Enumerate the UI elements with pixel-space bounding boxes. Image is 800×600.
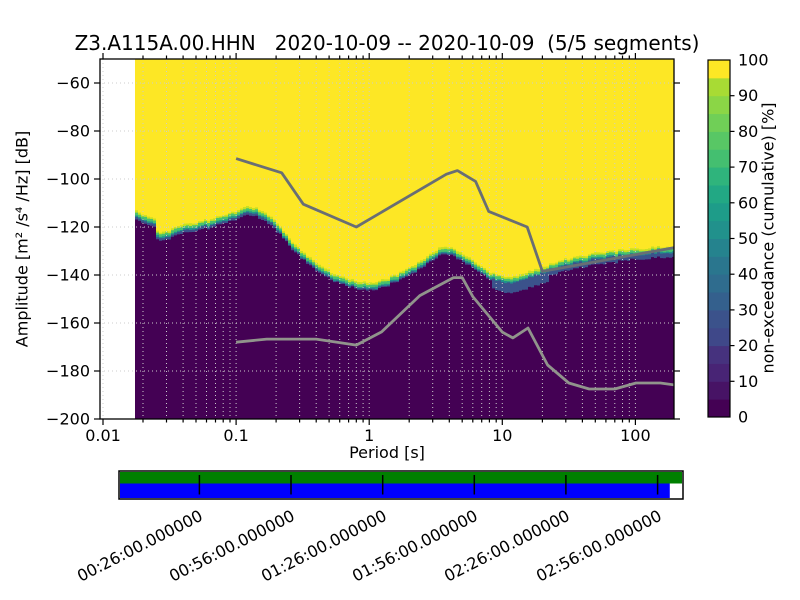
axes-frame: 0.01 0.1 1 10 100 −60 −80 −100 −120 −140 −160 −180 −…	[46, 53, 680, 445]
timeline-border	[118, 470, 684, 500]
colorbar-segment	[708, 167, 730, 186]
colorbar-segment	[708, 149, 730, 168]
colorbar-segment	[708, 274, 730, 293]
colorbar-tick-label: 90	[738, 86, 758, 105]
field-0pct	[135, 214, 674, 419]
colorbar-segment	[708, 113, 730, 132]
colorbar-tick-label: 10	[738, 372, 758, 391]
y-tick-label: −200	[46, 410, 90, 429]
colorbar-segment	[708, 95, 730, 115]
colorbar-segment	[708, 131, 730, 150]
y-tick-label: −120	[46, 218, 90, 237]
colorbar-tick-label: 60	[738, 193, 758, 212]
y-tick-label: −80	[56, 122, 90, 141]
colorbar-segment	[708, 309, 730, 329]
x-tick-label: 0.01	[85, 426, 121, 445]
colorbar-tick-label: 40	[738, 265, 758, 284]
nhnm-curve	[235, 157, 674, 273]
plot-border	[99, 58, 675, 420]
y-tick-label: −100	[46, 170, 90, 189]
x-tick-label: 0.1	[223, 426, 248, 445]
colorbar-segment	[708, 256, 730, 275]
colorbar-label: non-exceedance (cumulative) [%]	[758, 102, 778, 374]
colorbar-segment	[708, 363, 730, 382]
colorbar-tick-label: 0	[738, 408, 748, 427]
colorbar: 0 10 20 30 40 50 60 70 80 90 100	[707, 51, 769, 427]
colorbar-tick-label: 80	[738, 122, 758, 141]
x-axis-label: Period [s]	[349, 443, 425, 462]
colorbar-segment	[708, 184, 730, 204]
colorbar-segment	[708, 60, 730, 79]
y-tick-label: −140	[46, 266, 90, 285]
heatmap-field	[134, 59, 674, 419]
timeline-row-coverage	[120, 483, 670, 498]
grid-lines	[100, 59, 674, 419]
colorbar-segment	[708, 399, 730, 418]
y-axis-label: Amplitude [m² /s⁴ /Hz] [dB]	[12, 130, 32, 348]
x-tick-label: 1	[364, 426, 374, 445]
colorbar-segment	[708, 238, 730, 257]
plot-title: Z3.A115A.00.HHN 2020-10-09 -- 2020-10-09…	[74, 31, 700, 55]
colorbar-segment	[708, 292, 730, 311]
colorbar-segment	[708, 345, 730, 364]
timeline-bar	[118, 470, 684, 500]
colorbar-segment	[708, 327, 730, 347]
x-tick-label: 10	[492, 426, 512, 445]
colorbar-segment	[708, 220, 730, 239]
x-tick-label: 100	[620, 426, 651, 445]
colorbar-tick-label: 50	[738, 229, 758, 248]
y-tick-label: −180	[46, 362, 90, 381]
timeline-row-processed	[120, 472, 682, 484]
colorbar-tick-label: 20	[738, 336, 758, 355]
y-tick-label: −60	[56, 74, 90, 93]
colorbar-tick-label: 100	[738, 51, 769, 70]
colorbar-tick-label: 70	[738, 158, 758, 177]
colorbar-tick-label: 30	[738, 300, 758, 319]
noise-model-lines	[235, 157, 674, 391]
colorbar-segment	[708, 202, 730, 222]
colorbar-segment	[708, 381, 730, 400]
nlnm-curve	[235, 276, 674, 391]
y-tick-label: −160	[46, 314, 90, 333]
colorbar-segment	[708, 77, 730, 97]
